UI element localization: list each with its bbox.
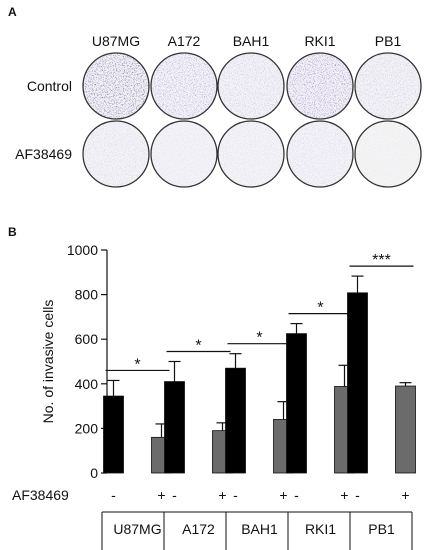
column-label-a172: A172: [168, 33, 201, 49]
well-cells: [287, 121, 353, 187]
well-cells: [355, 53, 421, 119]
well-cells: [287, 53, 353, 119]
column-label-bah1: BAH1: [233, 33, 270, 49]
column-label-pb1: PB1: [375, 33, 402, 49]
well-image: [217, 52, 285, 120]
well-cells: [151, 121, 217, 187]
treatment-sign: +: [218, 487, 226, 503]
x-category-label: BAH1: [241, 521, 278, 537]
y-tick-label: 200: [75, 420, 99, 436]
well-image: [82, 52, 150, 120]
y-tick-label: 800: [75, 287, 99, 303]
bar-pb1-control: [347, 292, 368, 474]
well-image: [286, 52, 354, 120]
well-border: [150, 120, 218, 188]
well-image: [217, 120, 285, 188]
panel-a-well-grid: U87MG A172 BAH1 RKI1 PB1 Control AF38469: [15, 33, 422, 188]
bar-a172-control: [164, 381, 185, 474]
well-cells: [83, 53, 149, 119]
well-border: [150, 52, 218, 120]
y-axis-title: No. of invasive cells: [40, 300, 56, 424]
treatment-label: AF38469: [12, 487, 69, 503]
row-label-control: Control: [27, 78, 72, 94]
x-category-label: A172: [182, 521, 215, 537]
significance-marker: *: [256, 330, 262, 347]
treatment-sign: -: [111, 487, 116, 503]
treatment-sign: -: [355, 487, 360, 503]
well-cells: [218, 53, 284, 119]
well-border: [354, 120, 422, 188]
well-image: [150, 120, 218, 188]
row-label-af38469: AF38469: [15, 146, 72, 162]
significance-marker: *: [195, 338, 201, 355]
well-image: [150, 52, 218, 120]
significance-marker: ***: [372, 252, 391, 269]
well-border: [286, 120, 354, 188]
treatment-sign: +: [401, 487, 409, 503]
column-label-u87mg: U87MG: [92, 33, 140, 49]
treatment-sign: +: [340, 487, 348, 503]
y-tick-label: 400: [75, 376, 99, 392]
significance-marker: *: [317, 300, 323, 317]
bar-rki1-control: [286, 333, 307, 474]
well-image: [286, 120, 354, 188]
bar-u87mg-control: [103, 395, 124, 474]
treatment-sign: +: [157, 487, 165, 503]
well-border: [217, 52, 285, 120]
x-category-label: RKI1: [305, 521, 336, 537]
bar-bah1-control: [225, 367, 246, 474]
well-border: [217, 120, 285, 188]
well-image: [354, 52, 422, 120]
well-cells: [218, 121, 284, 187]
x-category-label: PB1: [368, 521, 395, 537]
well-border: [286, 52, 354, 120]
bar-pb1-treated: [395, 385, 416, 474]
well-cells: [83, 121, 149, 187]
well-image: [82, 120, 150, 188]
panel-a-letter: A: [8, 5, 17, 19]
y-tick-label: 0: [90, 465, 98, 481]
well-cells: [355, 121, 421, 187]
treatment-sign: +: [279, 487, 287, 503]
significance-marker: *: [134, 356, 140, 373]
well-image: [354, 120, 422, 188]
well-border: [82, 52, 150, 120]
well-cells: [151, 53, 217, 119]
panel-b-letter: B: [8, 225, 17, 239]
treatment-sign: -: [233, 487, 238, 503]
column-label-rki1: RKI1: [304, 33, 335, 49]
treatment-sign: -: [172, 487, 177, 503]
well-border: [354, 52, 422, 120]
treatment-sign: -: [294, 487, 299, 503]
y-tick-label: 1000: [67, 242, 98, 258]
well-border: [82, 120, 150, 188]
x-category-label: U87MG: [113, 521, 161, 537]
y-tick-label: 600: [75, 331, 99, 347]
